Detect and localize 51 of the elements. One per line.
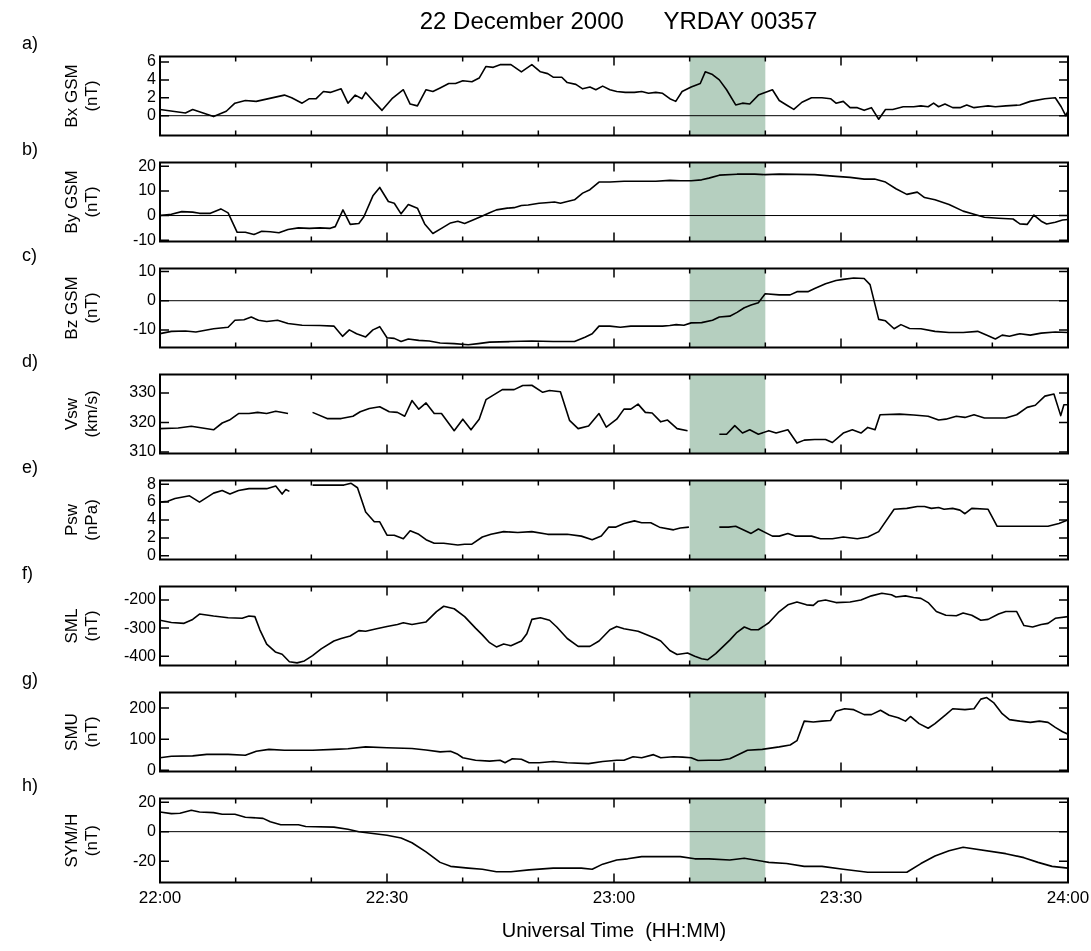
y-tick-label: 0 xyxy=(147,760,157,778)
y-tick-label: 330 xyxy=(129,383,157,401)
x-tick-label: 22:30 xyxy=(365,888,409,908)
text: g) xyxy=(22,669,39,690)
text: c) xyxy=(22,245,37,266)
y-axis-title: Psw (nPa) xyxy=(61,499,102,541)
y-tick-label: 0 xyxy=(147,291,157,309)
y-tick-label: -10 xyxy=(132,230,157,248)
x-tick-label: 24:00 xyxy=(1046,888,1090,908)
text: b) xyxy=(22,139,39,160)
y-tick-label: 100 xyxy=(129,729,157,747)
chart-title: 22 December 2000 YRDAY 00357 xyxy=(418,7,819,35)
y-tick-label: -200 xyxy=(123,590,157,608)
y-tick-label: 2 xyxy=(147,88,157,106)
y-tick-label: 20 xyxy=(138,792,157,810)
y-tick-label: -20 xyxy=(132,851,157,869)
text: f) xyxy=(22,563,33,584)
y-axis-title: Vsw (km/s) xyxy=(61,390,102,438)
y-tick-label: 10 xyxy=(138,181,157,199)
y-tick-label: -10 xyxy=(132,320,157,338)
y-tick-label: 4 xyxy=(147,510,157,528)
y-tick-label: 0 xyxy=(147,822,157,840)
y-tick-label: 0 xyxy=(147,205,157,223)
y-axis-title: SML (nT) xyxy=(61,608,102,644)
y-tick-label: -300 xyxy=(123,618,157,636)
text: d) xyxy=(22,351,39,372)
y-axis-title: Bz GSM (nT) xyxy=(61,276,102,340)
y-tick-label: 10 xyxy=(138,261,157,279)
x-tick-label: 23:00 xyxy=(592,888,636,908)
y-axis-title: By GSM (nT) xyxy=(61,170,102,234)
x-tick-label: 23:30 xyxy=(819,888,863,908)
y-tick-label: 0 xyxy=(147,546,157,564)
y-axis-title: SMU (nT) xyxy=(61,713,102,751)
y-tick-label: 2 xyxy=(147,528,157,546)
y-tick-label: 20 xyxy=(138,156,157,174)
y-tick-label: 8 xyxy=(147,474,157,492)
text: e) xyxy=(22,457,39,478)
y-tick-label: 6 xyxy=(147,492,157,510)
y-tick-label: 310 xyxy=(129,442,157,460)
y-tick-label: 0 xyxy=(147,106,157,124)
text: h) xyxy=(22,775,39,796)
y-tick-label: -400 xyxy=(123,646,157,664)
y-tick-label: 4 xyxy=(147,70,157,88)
y-tick-label: 320 xyxy=(129,412,157,430)
y-axis-title: SYM/H (nT) xyxy=(61,813,102,868)
y-tick-label: 6 xyxy=(147,52,157,70)
x-tick-label: 22:00 xyxy=(138,888,182,908)
x-axis-title: Universal Time (HH:MM) xyxy=(501,918,727,941)
y-tick-label: 200 xyxy=(129,698,157,716)
text: a) xyxy=(22,33,39,54)
y-axis-title: Bx GSM (nT) xyxy=(61,64,102,128)
